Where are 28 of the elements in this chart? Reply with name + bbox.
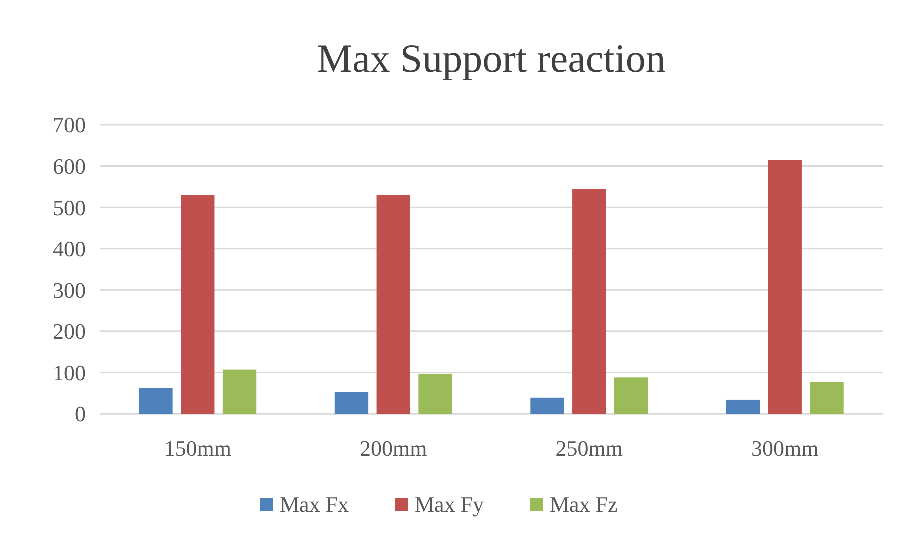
chart-title: Max Support reaction (317, 36, 666, 81)
y-tick-label: 300 (53, 278, 86, 303)
bar (139, 388, 173, 414)
bar (810, 382, 844, 414)
legend-label: Max Fx (280, 492, 350, 517)
bar (572, 188, 606, 414)
legend-label: Max Fz (550, 492, 618, 517)
y-tick-label: 500 (53, 195, 86, 220)
bar (614, 378, 648, 414)
y-tick-label: 200 (53, 319, 86, 344)
x-tick-label: 150mm (164, 436, 232, 461)
y-tick-label: 600 (53, 154, 86, 179)
bar (418, 374, 452, 414)
bar (181, 195, 215, 414)
x-tick-label: 250mm (556, 436, 623, 461)
bar (334, 392, 369, 414)
y-tick-label: 100 (53, 360, 86, 386)
y-tick-label: 400 (53, 236, 86, 262)
y-tick-label: 700 (53, 112, 86, 138)
bar (530, 398, 564, 414)
x-tick-label: 300mm (752, 436, 819, 461)
x-tick-label: 200mm (360, 436, 428, 461)
legend-label: Max Fy (415, 492, 484, 517)
bar (222, 370, 257, 414)
bar (726, 400, 760, 414)
bar (376, 195, 410, 414)
y-tick-label: 0 (75, 402, 86, 427)
bar (768, 160, 802, 414)
